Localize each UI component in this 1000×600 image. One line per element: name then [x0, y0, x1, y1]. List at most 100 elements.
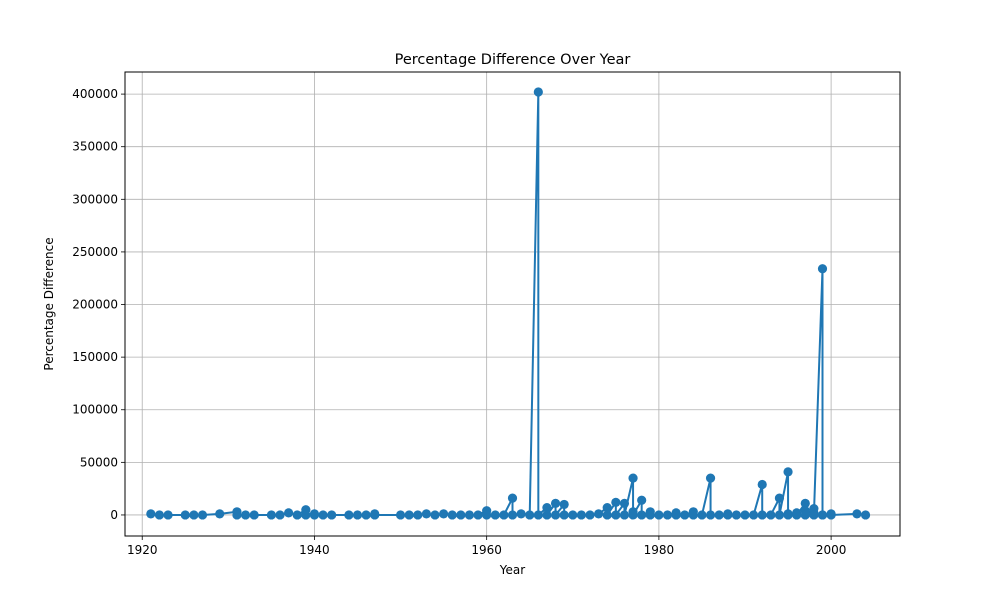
- data-point: [507, 510, 518, 520]
- data-point: [232, 510, 242, 520]
- data-point: [714, 510, 724, 520]
- y-tick-label: 400000: [72, 87, 118, 101]
- data-point: [507, 493, 518, 503]
- data-point: [430, 510, 440, 520]
- data-point: [723, 510, 733, 520]
- x-tick-label: 2000: [816, 543, 847, 557]
- y-tick-label: 200000: [72, 298, 118, 312]
- data-point: [757, 479, 767, 490]
- data-point: [550, 498, 561, 508]
- data-point: [542, 510, 552, 520]
- data-point: [774, 493, 785, 503]
- data-point: [749, 510, 759, 520]
- chart-title: Percentage Difference Over Year: [395, 52, 631, 68]
- data-point: [680, 510, 690, 520]
- data-point: [817, 264, 828, 274]
- data-point: [576, 510, 586, 520]
- data-point: [361, 510, 371, 520]
- y-tick-label: 250000: [72, 245, 118, 259]
- data-point: [671, 510, 681, 520]
- data-point: [318, 510, 328, 520]
- data-point: [602, 502, 612, 513]
- data-point: [309, 510, 320, 520]
- data-point: [464, 510, 475, 520]
- data-point: [456, 510, 466, 520]
- y-tick-label: 100000: [72, 403, 118, 417]
- data-point: [533, 87, 543, 97]
- data-point: [284, 508, 294, 518]
- data-point: [249, 510, 259, 520]
- data-point: [516, 509, 526, 519]
- data-point: [439, 509, 449, 519]
- data-point: [619, 498, 630, 508]
- data-point: [826, 510, 836, 520]
- data-point: [602, 510, 612, 520]
- y-tick-label: 50000: [80, 455, 118, 469]
- x-tick-label: 1920: [127, 543, 158, 557]
- data-point: [619, 510, 630, 520]
- data-point: [594, 509, 604, 519]
- data-point: [395, 510, 406, 520]
- series-markers: [146, 87, 871, 520]
- data-point: [568, 510, 578, 520]
- data-point: [740, 510, 750, 520]
- data-point: [611, 510, 621, 520]
- data-point: [628, 473, 638, 483]
- y-axis-label: Percentage Difference: [42, 237, 56, 370]
- data-point: [473, 510, 483, 520]
- data-point: [370, 510, 380, 520]
- data-point: [757, 510, 767, 520]
- data-point: [352, 510, 363, 520]
- data-point: [404, 510, 414, 520]
- data-point: [860, 510, 871, 520]
- data-point: [499, 510, 509, 520]
- data-point: [645, 510, 655, 520]
- data-point: [705, 473, 716, 483]
- data-point: [525, 510, 535, 520]
- data-point: [490, 510, 500, 520]
- data-point: [809, 510, 819, 520]
- data-point: [800, 510, 810, 520]
- data-point: [611, 497, 621, 507]
- data-point: [559, 510, 569, 520]
- data-point: [533, 510, 543, 520]
- y-tick-label: 0: [110, 508, 118, 522]
- data-point: [852, 509, 862, 519]
- series-line-layer: [150, 90, 866, 516]
- data-point: [774, 510, 785, 520]
- data-point: [180, 510, 190, 520]
- x-tick-label: 1940: [299, 543, 330, 557]
- data-point: [447, 510, 457, 520]
- data-point: [146, 509, 156, 519]
- data-point: [240, 510, 251, 520]
- data-point: [163, 510, 173, 520]
- data-point: [697, 510, 707, 520]
- data-point: [662, 510, 673, 520]
- y-tick-label: 300000: [72, 192, 118, 206]
- data-point: [189, 510, 199, 520]
- data-point: [215, 509, 225, 519]
- plot-area-frame: [124, 71, 901, 537]
- data-point: [197, 510, 208, 520]
- data-point: [292, 510, 302, 520]
- data-point: [542, 502, 552, 513]
- data-point: [688, 510, 698, 520]
- data-point: [637, 510, 647, 520]
- data-point: [266, 510, 276, 520]
- data-point: [301, 510, 311, 520]
- data-point: [654, 510, 664, 520]
- data-point: [817, 510, 828, 520]
- data-point: [559, 499, 569, 510]
- data-point: [705, 510, 716, 520]
- data-point: [766, 510, 776, 520]
- data-point: [421, 509, 431, 519]
- data-point: [413, 510, 423, 520]
- data-point: [482, 510, 492, 520]
- x-tick-label: 1960: [471, 543, 502, 557]
- data-point: [731, 510, 741, 520]
- data-point: [637, 495, 647, 505]
- data-point: [628, 510, 638, 520]
- series-line: [150, 90, 866, 516]
- y-tick-label: 350000: [72, 140, 118, 154]
- data-point: [585, 510, 595, 520]
